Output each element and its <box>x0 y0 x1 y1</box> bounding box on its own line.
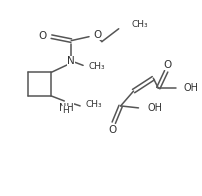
Text: O: O <box>38 31 46 41</box>
Text: O: O <box>109 125 117 135</box>
Text: OH: OH <box>184 83 199 93</box>
Text: CH₃: CH₃ <box>85 100 102 109</box>
Text: O: O <box>93 30 101 40</box>
Text: H: H <box>62 106 69 115</box>
Text: O: O <box>163 60 171 70</box>
Text: NH: NH <box>59 103 74 113</box>
Text: OH: OH <box>147 103 162 113</box>
Text: CH₃: CH₃ <box>132 20 148 29</box>
Text: CH₃: CH₃ <box>88 62 105 71</box>
Text: N: N <box>67 56 75 66</box>
